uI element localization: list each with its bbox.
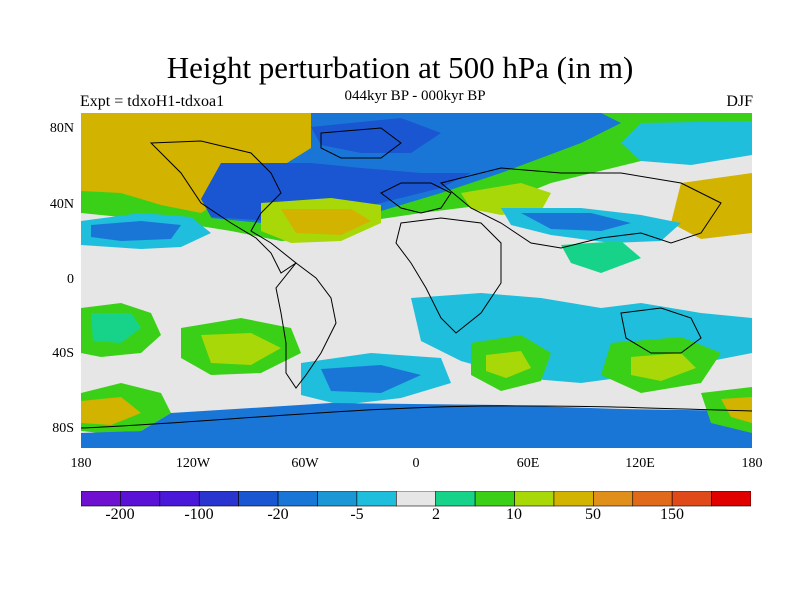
y-tick-label: 80N [49, 121, 74, 136]
colorbar-swatch [159, 491, 200, 507]
colorbar-swatch [317, 491, 358, 507]
colorbar-label: -100 [184, 506, 214, 523]
colorbar-swatch [120, 491, 161, 507]
colorbar-swatch [277, 491, 318, 507]
colorbar-swatch [711, 491, 751, 507]
y-tick-label: 40S [52, 346, 74, 361]
colorbar [81, 491, 751, 507]
chart-title: Height perturbation at 500 hPa (in m) [166, 50, 634, 85]
colorbar-swatch [356, 491, 397, 507]
colorbar-swatch [632, 491, 673, 507]
y-tick-label: 40N [49, 197, 74, 212]
colorbar-swatch [81, 491, 121, 507]
y-tick-label: 0 [67, 272, 74, 287]
colorbar-swatch [514, 491, 555, 507]
coastlines [81, 127, 752, 429]
northern-band [81, 113, 752, 273]
colorbar-label: 150 [660, 506, 684, 523]
colorbar-swatch [238, 491, 279, 507]
x-tick-label: 120E [625, 456, 655, 471]
y-tick-label: 80S [52, 421, 74, 436]
colorbar-label: 2 [432, 506, 440, 523]
x-tick-label: 60W [291, 456, 319, 471]
colorbar-swatch [474, 491, 515, 507]
colorbar-label: 50 [585, 506, 601, 523]
x-tick-label: 120W [175, 456, 211, 471]
chart-subtitle: 044kyr BP - 000kyr BP [344, 88, 486, 104]
colorbar-swatch [198, 491, 239, 507]
colorbar-label: -200 [105, 506, 135, 523]
colorbar-swatch [593, 491, 634, 507]
x-tick-label: 180 [741, 456, 763, 471]
x-tick-label: 60E [516, 456, 540, 471]
colorbar-label: 10 [506, 506, 522, 523]
colorbar-swatch [671, 491, 712, 507]
colorbar-label: -5 [350, 506, 364, 523]
southern-blobs [81, 293, 752, 448]
experiment-label: Expt = tdxoH1-tdxoa1 [80, 93, 225, 110]
x-tick-label: 180 [70, 456, 92, 471]
colorbar-swatch [553, 491, 594, 507]
x-tick-label: 0 [412, 456, 420, 471]
colorbar-label: -20 [267, 506, 289, 523]
height-perturbation-map [81, 113, 752, 448]
season-label: DJF [726, 93, 753, 110]
colorbar-swatch [435, 491, 476, 507]
colorbar-swatch [395, 491, 437, 507]
